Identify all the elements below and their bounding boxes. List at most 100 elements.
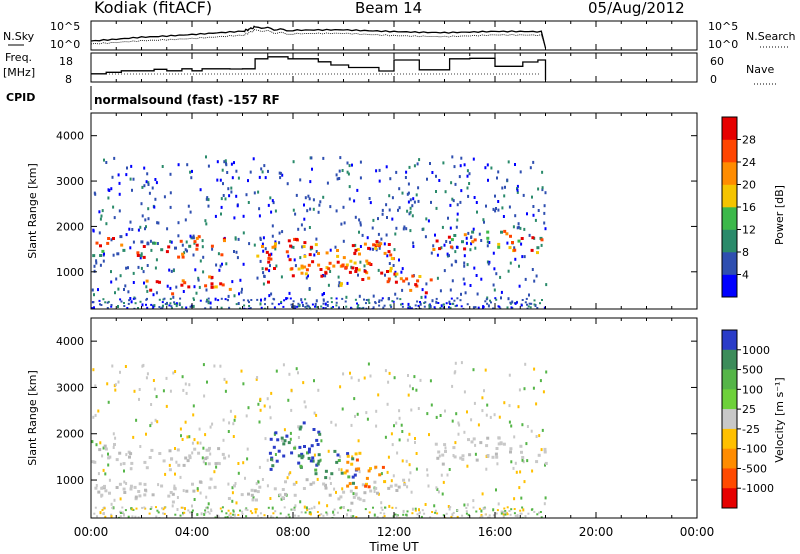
- scatter-cell: [485, 467, 488, 471]
- scatter-cell: [328, 476, 331, 480]
- scatter-cell: [471, 230, 475, 234]
- scatter-cell: [171, 492, 175, 496]
- scatter-cell: [326, 504, 329, 508]
- scatter-cell: [376, 516, 379, 518]
- scatter-cell: [440, 304, 443, 308]
- scatter-cell: [101, 209, 104, 213]
- scatter-cell: [256, 376, 259, 379]
- scatter-cell: [259, 512, 262, 515]
- scatter-cell: [307, 450, 311, 454]
- scatter-cell: [459, 299, 462, 302]
- scatter-cell: [314, 243, 318, 247]
- scatter-cell: [141, 214, 144, 218]
- scatter-cell: [517, 222, 520, 226]
- scatter-cell: [342, 506, 345, 509]
- scatter-cell: [531, 469, 534, 473]
- scatter-cell: [422, 227, 425, 231]
- scatter-cell: [392, 264, 395, 267]
- scatter-cell: [193, 498, 196, 501]
- scatter-cell: [458, 175, 461, 179]
- scatter-cell: [435, 297, 438, 300]
- scatter-cell: [473, 401, 476, 405]
- scatter-cell: [405, 459, 408, 463]
- scatter-cell: [275, 516, 278, 518]
- scatter-cell: [355, 467, 359, 471]
- scatter-cell: [407, 393, 410, 397]
- scatter-cell: [338, 177, 341, 180]
- cpid-row: CPID normalsound (fast) -157 RF: [6, 86, 280, 110]
- scatter-cell: [207, 300, 210, 303]
- scatter-cell: [271, 199, 274, 203]
- scatter-cell: [118, 209, 121, 213]
- scatter-cell: [254, 510, 257, 514]
- scatter-cell: [414, 441, 416, 444]
- frequency-panel: Freq. [MHz] 18 8 60 0 Nave: [3, 51, 776, 86]
- scatter-cell: [399, 277, 403, 281]
- scatter-cell: [173, 486, 177, 490]
- scatter-cell: [448, 468, 451, 471]
- scatter-cell: [309, 306, 311, 309]
- scatter-cell: [378, 301, 381, 303]
- scatter-cell: [485, 298, 488, 301]
- scatter-cell: [275, 264, 278, 268]
- scatter-cell: [231, 499, 234, 503]
- scatter-cell: [155, 258, 158, 262]
- scatter-cell: [310, 444, 314, 448]
- scatter-cell: [146, 289, 149, 293]
- scatter-cell: [255, 377, 258, 381]
- scatter-cell: [223, 239, 226, 243]
- scatter-cell: [400, 303, 402, 306]
- scatter-cell: [476, 292, 479, 296]
- scatter-cell: [210, 508, 213, 511]
- scatter-cell: [146, 297, 148, 300]
- scatter-cell: [259, 408, 262, 412]
- scatter-cell: [162, 459, 166, 463]
- scatter-cell: [295, 193, 298, 197]
- scatter-cell: [308, 226, 311, 229]
- scatter-cell: [482, 305, 485, 308]
- scatter-cell: [208, 446, 211, 450]
- scatter-cell: [269, 416, 272, 420]
- scatter-cell: [390, 479, 393, 483]
- scatter-cell: [206, 196, 209, 200]
- scatter-cell: [386, 216, 388, 219]
- scatter-cell: [511, 300, 514, 304]
- scatter-cell: [437, 450, 441, 454]
- scatter-cell: [507, 297, 510, 301]
- scatter-cell: [323, 292, 325, 295]
- scatter-cell: [479, 516, 482, 518]
- scatter-cell: [150, 421, 153, 425]
- scatter-cell: [102, 446, 105, 450]
- nsky-label: N.Sky: [3, 30, 35, 43]
- scatter-cell: [181, 243, 184, 247]
- scatter-cell: [300, 456, 304, 460]
- scatter-cell: [317, 252, 320, 255]
- scatter-cell: [330, 420, 333, 424]
- colorbar-cell: [722, 428, 737, 449]
- scatter-cell: [101, 509, 104, 511]
- scatter-cell: [258, 420, 261, 424]
- scatter-cell: [252, 496, 255, 500]
- scatter-cell: [163, 506, 166, 509]
- scatter-cell: [304, 298, 307, 301]
- scatter-cell: [249, 307, 252, 309]
- scatter-cell: [336, 260, 340, 264]
- scatter-cell: [354, 452, 358, 456]
- scatter-cell: [234, 237, 237, 241]
- scatter-cell: [162, 508, 165, 511]
- scatter-cell: [177, 463, 181, 467]
- scatter-cell: [460, 361, 463, 365]
- scatter-cell: [398, 206, 401, 210]
- x-tick-label: 00:00: [74, 525, 109, 539]
- scatter-cell: [306, 451, 309, 455]
- scatter-cell: [172, 371, 175, 375]
- scatter-cell: [218, 268, 221, 272]
- scatter-cell: [217, 447, 221, 451]
- scatter-cell: [426, 177, 428, 181]
- scatter-cell: [415, 193, 418, 197]
- scatter-cell: [372, 294, 375, 298]
- scatter-cell: [227, 497, 231, 500]
- scatter-cell: [160, 248, 164, 252]
- scatter-cell: [303, 400, 306, 404]
